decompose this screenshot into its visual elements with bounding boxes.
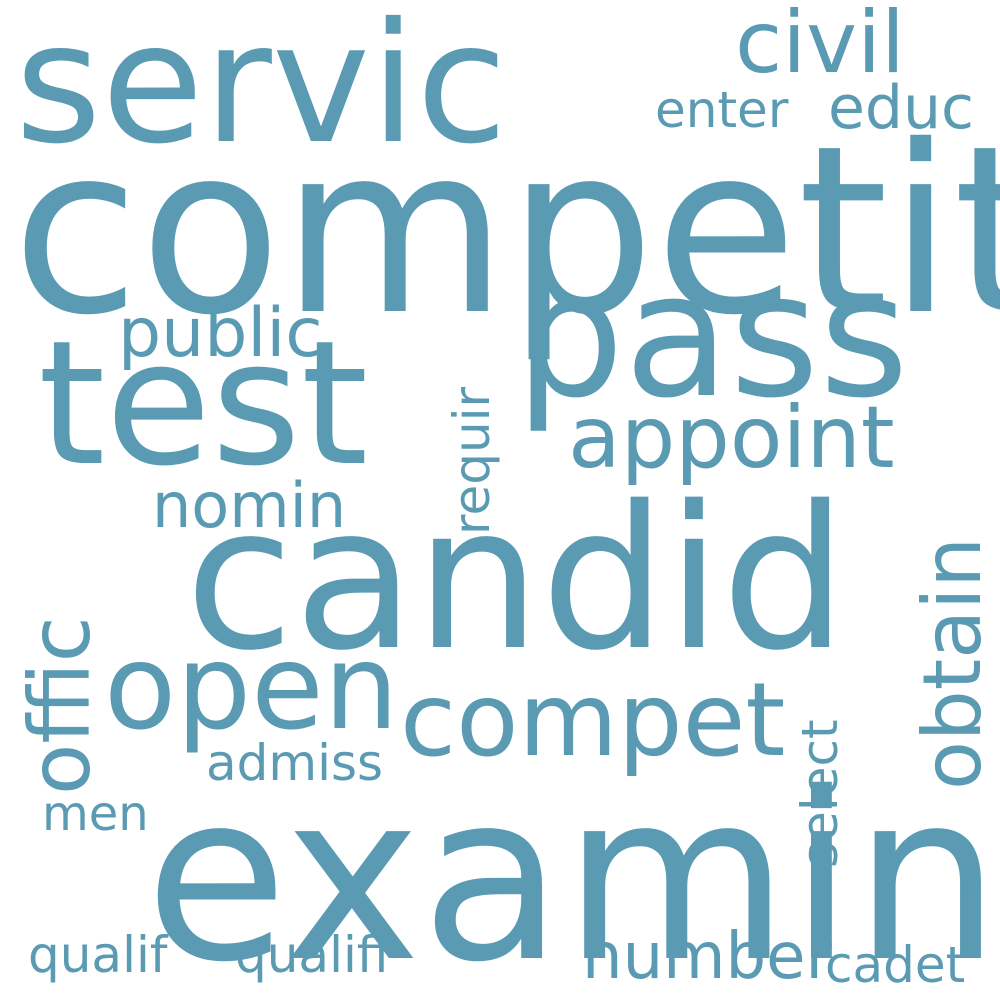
word-requir: requir [443, 386, 501, 535]
word-compet: compet [400, 661, 786, 780]
word-competit: competit [12, 96, 1000, 366]
word-test: test [38, 303, 369, 504]
word-open: open [104, 618, 399, 756]
word-educ: educ [828, 73, 975, 143]
word-public: public [118, 294, 323, 373]
word-number: number [582, 920, 832, 994]
word-appoint: appoint [568, 388, 895, 488]
word-offic: offic [11, 616, 109, 795]
word-nomin: nomin [152, 469, 347, 542]
word-civil: civil [735, 0, 905, 93]
word-servic: servic [15, 0, 508, 181]
word-examin: examin [145, 743, 1000, 1000]
word-qualifi: qualifi [235, 926, 389, 984]
word-admiss: admiss [206, 734, 384, 792]
word-cadet: cadet [825, 936, 966, 994]
word-obtain: obtain [906, 536, 999, 790]
word-enter: enter [655, 81, 789, 139]
word-candid: candid [185, 463, 848, 694]
word-select: select [791, 719, 849, 868]
word-pass: pass [515, 235, 909, 436]
word-men: men [42, 786, 149, 842]
word-qualif: qualif [28, 926, 168, 984]
